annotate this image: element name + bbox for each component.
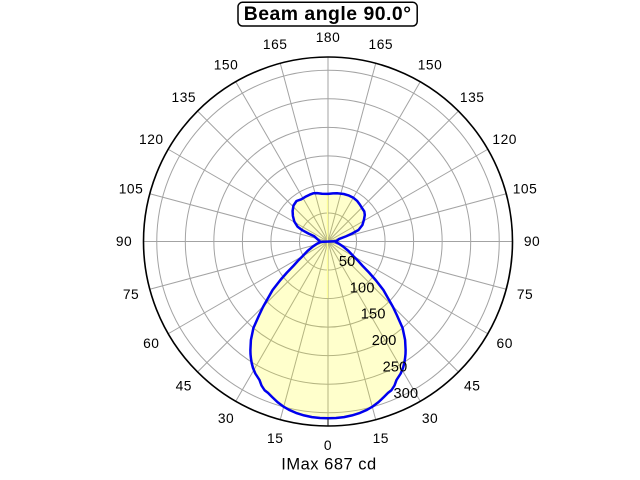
svg-text:90: 90: [116, 234, 132, 249]
svg-text:50: 50: [339, 254, 356, 270]
svg-text:30: 30: [218, 411, 234, 426]
svg-text:135: 135: [460, 90, 485, 105]
svg-text:180: 180: [316, 30, 341, 45]
svg-text:105: 105: [513, 181, 538, 196]
svg-text:250: 250: [383, 359, 408, 375]
svg-text:165: 165: [369, 37, 394, 52]
svg-text:60: 60: [143, 336, 159, 351]
svg-text:75: 75: [123, 287, 139, 302]
svg-text:IMax 687 cd: IMax 687 cd: [281, 456, 376, 474]
svg-text:30: 30: [422, 411, 438, 426]
svg-text:300: 300: [394, 386, 419, 402]
svg-text:60: 60: [497, 336, 513, 351]
svg-text:150: 150: [418, 58, 443, 73]
svg-text:165: 165: [263, 37, 288, 52]
svg-text:45: 45: [464, 378, 480, 393]
svg-text:90: 90: [524, 234, 540, 249]
svg-text:200: 200: [372, 333, 397, 349]
svg-text:135: 135: [172, 90, 197, 105]
svg-text:150: 150: [214, 58, 239, 73]
svg-text:100: 100: [350, 280, 375, 296]
svg-text:150: 150: [361, 307, 386, 323]
svg-text:45: 45: [176, 378, 192, 393]
svg-text:120: 120: [492, 132, 517, 147]
svg-text:15: 15: [267, 431, 283, 446]
svg-text:120: 120: [139, 132, 164, 147]
svg-text:0: 0: [324, 438, 332, 453]
svg-text:15: 15: [373, 431, 389, 446]
svg-text:Beam angle 90.0°: Beam angle 90.0°: [244, 3, 412, 25]
svg-text:75: 75: [517, 287, 533, 302]
svg-text:105: 105: [119, 181, 144, 196]
